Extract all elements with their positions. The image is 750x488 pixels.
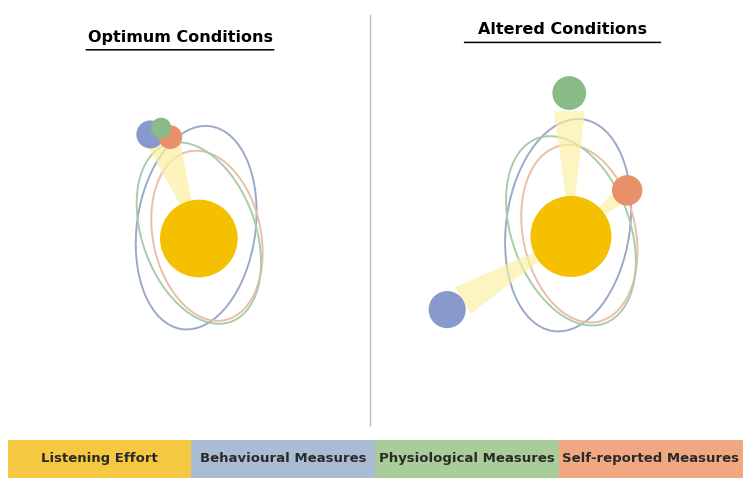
Circle shape: [530, 196, 611, 277]
Bar: [559, 440, 742, 478]
Circle shape: [151, 118, 171, 138]
Polygon shape: [554, 111, 585, 237]
Circle shape: [160, 200, 238, 277]
Circle shape: [136, 121, 164, 148]
Bar: [375, 440, 559, 478]
Bar: [191, 440, 375, 478]
Text: Optimum Conditions: Optimum Conditions: [88, 30, 272, 45]
Text: Behavioural Measures: Behavioural Measures: [200, 452, 366, 465]
Circle shape: [429, 291, 466, 328]
Polygon shape: [571, 190, 625, 237]
Text: Physiological Measures: Physiological Measures: [379, 452, 555, 465]
Text: Self-reported Measures: Self-reported Measures: [562, 452, 739, 465]
Circle shape: [158, 125, 182, 149]
Circle shape: [552, 76, 586, 110]
Text: Altered Conditions: Altered Conditions: [478, 22, 647, 38]
Text: Listening Effort: Listening Effort: [41, 452, 158, 465]
Bar: [8, 440, 191, 478]
Polygon shape: [455, 237, 571, 314]
Polygon shape: [146, 133, 199, 239]
Circle shape: [612, 175, 642, 205]
